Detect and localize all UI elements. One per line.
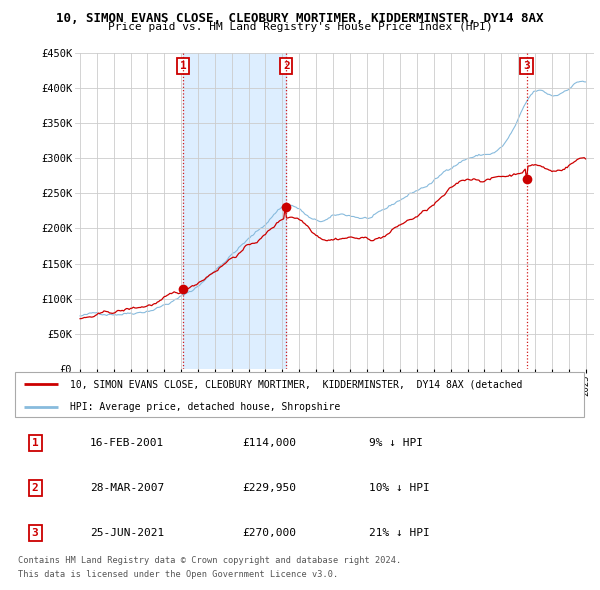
Text: 3: 3 [523,61,530,71]
Text: 28-MAR-2007: 28-MAR-2007 [90,483,164,493]
Text: This data is licensed under the Open Government Licence v3.0.: This data is licensed under the Open Gov… [18,570,338,579]
Text: 2: 2 [283,61,290,71]
Text: 1: 1 [32,438,38,448]
Text: 9% ↓ HPI: 9% ↓ HPI [369,438,423,448]
Text: 10, SIMON EVANS CLOSE, CLEOBURY MORTIMER,  KIDDERMINSTER,  DY14 8AX (detached: 10, SIMON EVANS CLOSE, CLEOBURY MORTIMER… [70,379,522,389]
Text: Contains HM Land Registry data © Crown copyright and database right 2024.: Contains HM Land Registry data © Crown c… [18,556,401,565]
Text: 16-FEB-2001: 16-FEB-2001 [90,438,164,448]
Text: 21% ↓ HPI: 21% ↓ HPI [369,528,430,538]
Text: 10% ↓ HPI: 10% ↓ HPI [369,483,430,493]
Text: Price paid vs. HM Land Registry's House Price Index (HPI): Price paid vs. HM Land Registry's House … [107,22,493,32]
Text: £270,000: £270,000 [242,528,296,538]
Text: £229,950: £229,950 [242,483,296,493]
Text: 25-JUN-2021: 25-JUN-2021 [90,528,164,538]
Text: £114,000: £114,000 [242,438,296,448]
Text: 10, SIMON EVANS CLOSE, CLEOBURY MORTIMER, KIDDERMINSTER, DY14 8AX: 10, SIMON EVANS CLOSE, CLEOBURY MORTIMER… [56,12,544,25]
Text: HPI: Average price, detached house, Shropshire: HPI: Average price, detached house, Shro… [70,402,340,412]
Text: 3: 3 [32,528,38,538]
FancyBboxPatch shape [15,372,584,417]
Text: 2: 2 [32,483,38,493]
Text: 1: 1 [180,61,187,71]
Bar [183,53,286,369]
